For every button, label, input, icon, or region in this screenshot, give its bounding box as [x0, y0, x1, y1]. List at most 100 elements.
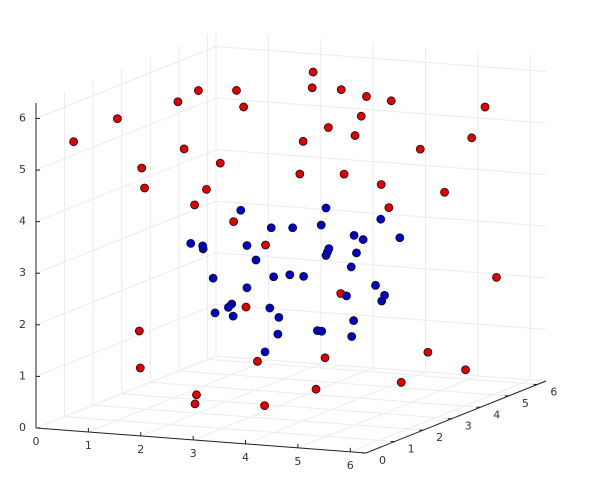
point — [317, 326, 327, 336]
point — [251, 255, 261, 265]
point — [198, 241, 208, 251]
point — [423, 347, 433, 357]
x-tick-label: 4 — [242, 451, 249, 464]
point — [288, 223, 298, 233]
y-tick-label: 2 — [436, 431, 443, 444]
y-tick-label: 0 — [379, 454, 386, 467]
point — [358, 235, 368, 244]
y-tick-label: 6 — [550, 385, 557, 398]
point — [320, 353, 330, 363]
z-tick-label: 4 — [19, 215, 26, 228]
point — [386, 96, 396, 106]
grid-line — [35, 149, 217, 223]
point — [193, 86, 203, 95]
point — [210, 308, 220, 318]
point — [321, 203, 331, 213]
point — [396, 377, 406, 387]
grid-line — [245, 371, 426, 445]
point — [242, 241, 252, 250]
point — [395, 233, 405, 243]
point — [241, 302, 251, 312]
point — [356, 111, 366, 121]
grid-line — [192, 367, 374, 441]
point — [299, 271, 309, 281]
point — [269, 272, 279, 282]
grid-line — [64, 416, 395, 443]
grid-line — [35, 252, 217, 326]
point — [266, 223, 276, 233]
grid-line — [207, 358, 538, 385]
point — [350, 131, 360, 140]
z-tick-label: 1 — [19, 369, 26, 382]
point — [285, 270, 295, 280]
x-tick-label: 5 — [294, 455, 301, 468]
grid-line — [215, 355, 547, 382]
point — [134, 326, 144, 336]
point — [347, 332, 357, 341]
x-tick-label: 3 — [190, 447, 197, 460]
point — [239, 102, 249, 112]
x-tick-label: 6 — [347, 459, 354, 472]
point — [440, 187, 449, 197]
point — [186, 238, 196, 248]
point — [260, 401, 269, 411]
point — [242, 283, 252, 293]
grid-line — [140, 363, 321, 437]
point — [140, 183, 149, 193]
grid-line — [215, 200, 547, 227]
point — [261, 240, 270, 250]
point — [295, 169, 305, 179]
axis-line — [365, 380, 547, 454]
z-tick-label: 0 — [19, 421, 26, 434]
point — [190, 399, 200, 409]
z-tick-label: 6 — [19, 111, 26, 124]
grid-line — [297, 375, 479, 449]
point — [236, 205, 246, 215]
point — [316, 220, 326, 230]
point — [349, 230, 359, 240]
grid-line — [35, 355, 217, 429]
z-tick-label: 2 — [19, 318, 26, 331]
point — [113, 114, 122, 124]
point — [260, 347, 270, 357]
point — [274, 312, 284, 322]
grid-line — [350, 379, 531, 453]
point — [173, 97, 183, 107]
point — [137, 163, 147, 173]
grid-line — [35, 200, 217, 274]
point — [352, 248, 361, 258]
point — [215, 158, 225, 168]
x-tick-label: 1 — [85, 439, 92, 452]
point — [228, 311, 238, 321]
point — [202, 184, 211, 194]
point — [415, 144, 425, 154]
grid-line — [215, 45, 547, 72]
y-tick-label: 5 — [522, 397, 529, 410]
point — [190, 200, 199, 210]
point — [480, 102, 490, 112]
grid-line — [178, 370, 509, 397]
y-tick-label: 1 — [408, 443, 415, 456]
point — [232, 86, 241, 95]
grid-line — [35, 46, 217, 119]
point — [376, 214, 386, 224]
point — [461, 365, 470, 375]
point — [339, 169, 349, 179]
grid-line — [121, 393, 452, 420]
grid-line — [88, 359, 269, 433]
y-tick-label: 3 — [465, 420, 472, 433]
point — [377, 296, 387, 306]
point — [308, 67, 318, 77]
z-tick-label: 5 — [19, 163, 26, 176]
point — [384, 203, 394, 213]
grid-line — [35, 303, 217, 377]
point — [135, 363, 145, 373]
point — [362, 92, 371, 101]
grid-line — [215, 97, 547, 124]
x-tick-label: 0 — [33, 435, 40, 448]
point — [323, 123, 333, 132]
point — [253, 356, 262, 366]
point — [273, 329, 283, 339]
point — [311, 384, 321, 394]
